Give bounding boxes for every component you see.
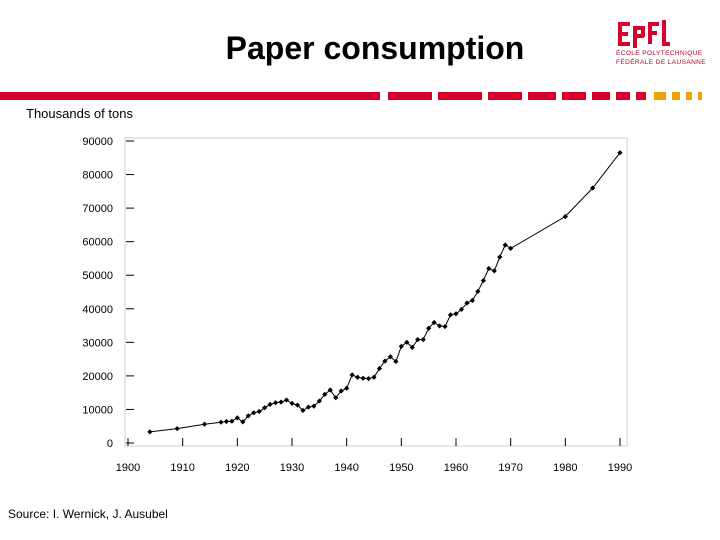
data-point [502,242,508,248]
data-point [229,418,235,424]
x-tick-label: 1960 [444,462,468,474]
data-point [409,344,415,350]
data-point [251,410,257,416]
data-point [344,385,350,391]
data-point [240,419,246,425]
data-point [267,401,273,408]
data-point [387,354,393,360]
y-tick-label: 50000 [82,270,113,282]
data-point [371,374,377,380]
plot-frame [124,137,628,447]
data-point [475,288,481,294]
data-point [491,268,497,274]
data-point [316,398,322,404]
data-point [349,372,355,378]
data-point [497,254,503,260]
data-point [486,265,492,272]
data-point [294,402,301,408]
x-tick-label: 1900 [116,462,140,474]
data-point [283,397,290,403]
x-tick-label: 1950 [389,462,413,474]
x-tick-label: 1990 [608,462,632,474]
data-point [453,311,459,317]
data-point [508,245,514,251]
x-tick-label: 1970 [498,462,522,474]
data-point [218,419,224,425]
data-point [322,391,328,397]
data-point [234,415,240,421]
x-tick-label: 1980 [553,462,577,474]
data-point [404,339,410,345]
y-tick-label: 0 [107,438,113,450]
data-point [333,395,339,401]
data-point [617,150,623,156]
data-point [338,388,344,394]
y-tick-label: 30000 [82,337,113,349]
data-point [426,325,432,331]
data-point [201,421,208,427]
source-note: Source: I. Wernick, J. Ausubel [8,507,168,521]
data-point [223,418,229,425]
slide-title: Paper consumption [225,30,525,66]
data-point [360,375,366,381]
data-point [376,365,383,372]
data-point [393,358,399,365]
data-point [562,213,568,220]
x-tick-label: 1920 [225,462,249,474]
data-point [305,404,311,410]
logo-text-line2: FÉDÉRALE DE LAUSANNE [616,59,706,66]
data-point [273,400,279,406]
epfl-logo: ÉCOLE POLYTECHNIQUE FÉDÉRALE DE LAUSANNE [612,20,712,68]
y-tick-label: 40000 [82,304,113,316]
data-point [458,306,465,313]
data-point [464,300,470,306]
header-divider [0,92,702,100]
data-point [480,277,486,284]
data-point [256,408,262,415]
data-point [311,403,317,409]
data-point [431,319,437,326]
data-point [382,358,388,364]
data-point [245,413,251,419]
data-point [437,323,443,329]
data-point [447,312,454,318]
y-tick-label: 20000 [82,371,113,383]
logo-text-line1: ÉCOLE POLYTECHNIQUE [616,50,703,57]
x-tick-label: 1930 [280,462,304,474]
data-point [469,297,475,303]
data-point [442,323,448,330]
data-point [327,387,333,393]
y-tick-label: 80000 [82,170,113,182]
y-tick-label: 60000 [82,237,113,249]
x-tick-label: 1940 [334,462,358,474]
y-axis-title: Thousands of tons [26,106,133,121]
data-point [415,337,421,343]
data-point [278,399,284,405]
epfl-logo-mark [618,20,670,48]
data-point [355,374,361,380]
data-point [398,343,404,349]
data-point [300,407,306,414]
data-point [289,400,295,407]
data-point [147,429,153,435]
data-point [420,337,426,343]
y-tick-label: 90000 [82,136,113,148]
data-point [365,375,372,382]
x-tick-label: 1910 [170,462,194,474]
data-point [590,185,596,191]
y-tick-label: 10000 [82,404,113,416]
data-point [174,425,180,432]
y-tick-label: 70000 [82,203,113,215]
data-point [262,405,268,411]
series-line [149,152,621,433]
